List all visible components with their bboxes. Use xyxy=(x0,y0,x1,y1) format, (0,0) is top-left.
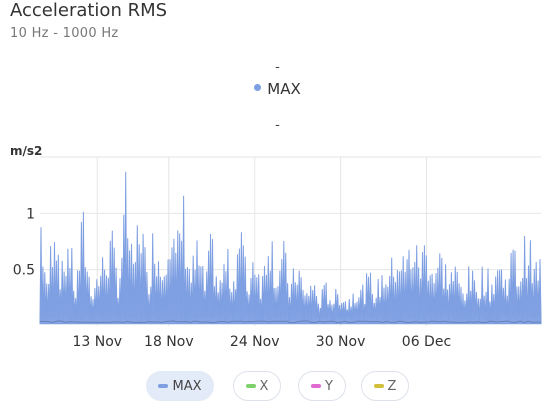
chart-plot[interactable]: 0.5 1 13 Nov 18 Nov 24 Nov 30 Nov 06 Dec xyxy=(0,0,555,360)
x-tick-label: 18 Nov xyxy=(144,334,194,350)
y-axis-unit: m/s2 xyxy=(10,144,43,158)
legend-item-max[interactable]: MAX xyxy=(146,371,214,401)
x-tick-label: 13 Nov xyxy=(72,334,122,350)
tooltip-top-value: - xyxy=(275,60,280,75)
series-area-max xyxy=(39,171,542,325)
legend-swatch-icon xyxy=(158,384,169,388)
tooltip-series-label: MAX xyxy=(267,80,301,98)
x-tick-label: 06 Dec xyxy=(402,334,451,350)
tooltip-bottom-value: - xyxy=(275,118,280,133)
tooltip-series: MAX xyxy=(0,80,555,98)
legend-item-z[interactable]: Z xyxy=(361,371,409,401)
series-dot-icon xyxy=(254,84,262,91)
legend-swatch-icon xyxy=(245,384,256,388)
legend-label: MAX xyxy=(172,378,202,394)
chart-title: Acceleration RMS xyxy=(10,0,168,21)
y-tick-label: 1 xyxy=(26,206,35,222)
legend-swatch-icon xyxy=(373,384,384,388)
legend-swatch-icon xyxy=(311,384,322,388)
x-tick-label: 30 Nov xyxy=(316,334,366,350)
legend-item-y[interactable]: Y xyxy=(298,371,346,401)
legend-label: X xyxy=(259,378,269,394)
chart-subtitle: 10 Hz - 1000 Hz xyxy=(10,26,119,41)
series-baseline xyxy=(39,320,542,324)
legend-label: Y xyxy=(325,378,333,394)
legend-item-x[interactable]: X xyxy=(233,371,281,401)
x-tick-label: 24 Nov xyxy=(230,334,280,350)
y-tick-label: 0.5 xyxy=(13,263,35,279)
legend-label: Z xyxy=(387,378,397,394)
